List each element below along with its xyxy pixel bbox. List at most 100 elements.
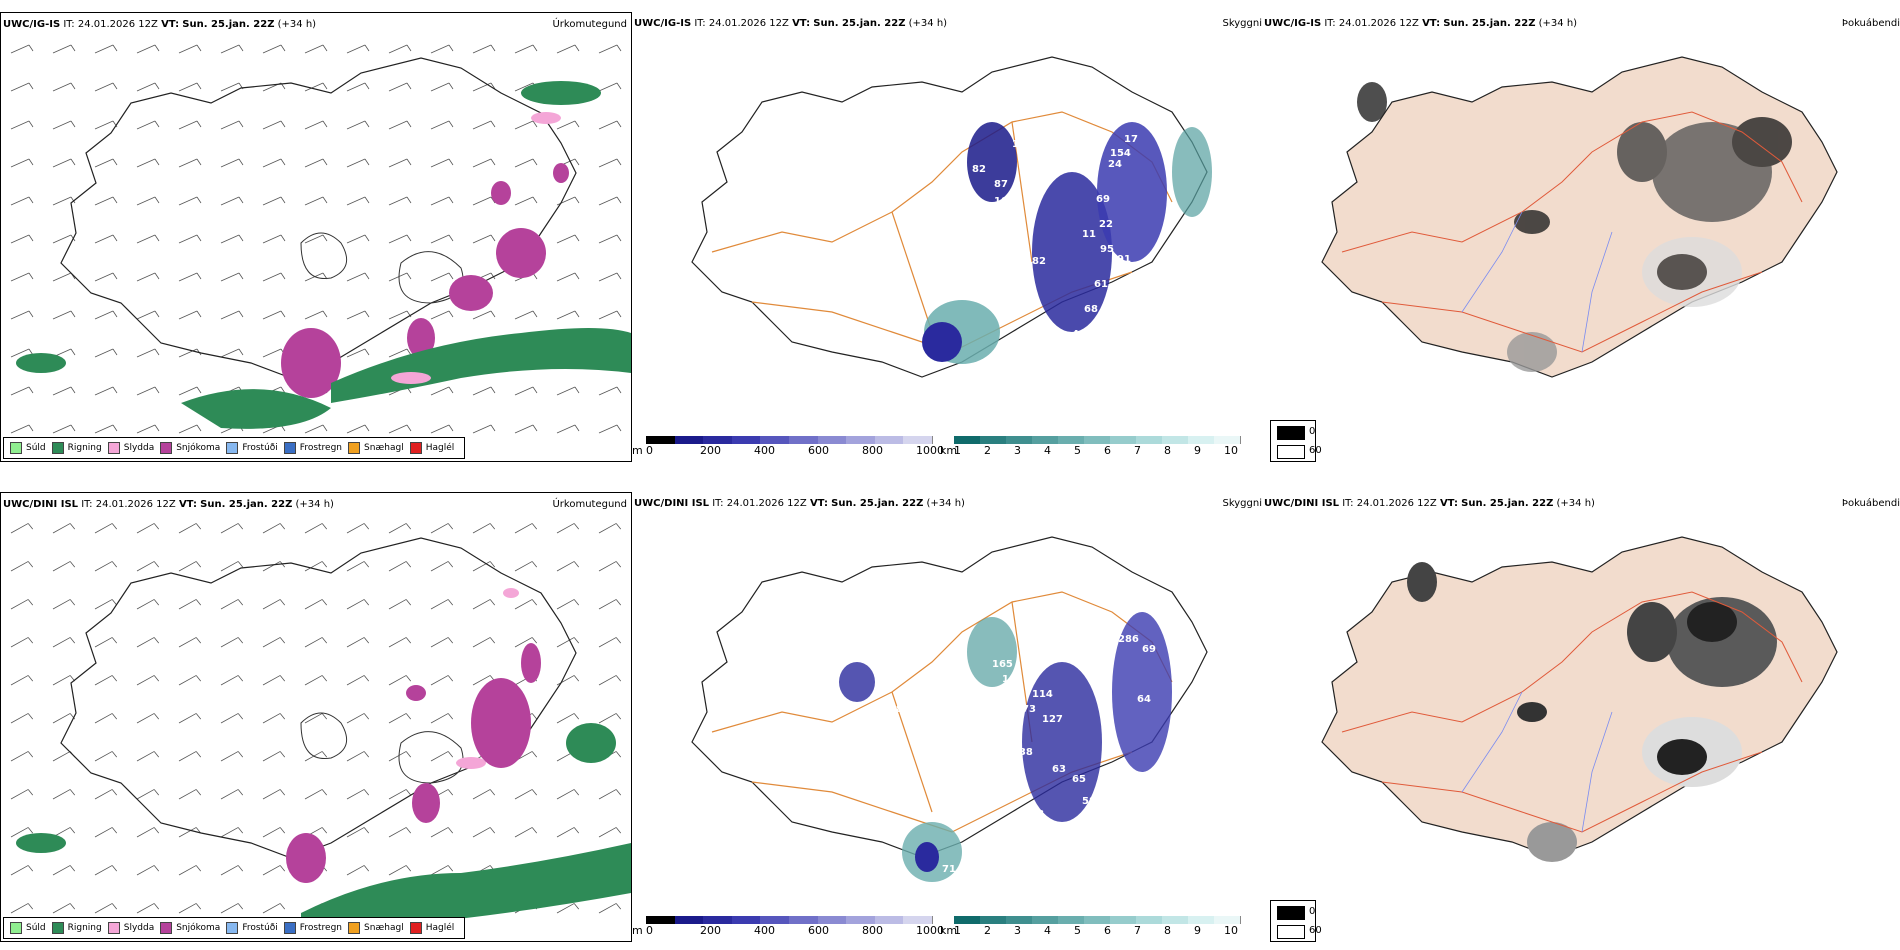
colorbar-segment [1136,436,1163,444]
visibility-value-label: 128 [1074,134,1095,145]
colorbar-segment [760,916,790,924]
rain-areas [16,723,631,926]
wind-barb [388,348,412,358]
wind-barb [220,561,244,572]
colorbar-tick: 5 [1074,924,1081,937]
visibility-value-label: 88 [967,884,981,895]
wind-barb [388,234,412,244]
legend-swatch [226,442,239,454]
colorbar-segment [846,436,876,444]
fog-fields [1407,562,1777,862]
wind-barb [178,386,202,396]
wind-barb [346,158,370,168]
colorbar-tick: 0 [646,924,653,937]
legend-label: Rigning [67,443,102,453]
wind-barb [10,196,34,206]
wind-barb [346,523,370,534]
legend-label: Súld [26,443,46,453]
wind-barb [52,561,76,572]
wind-barb [94,310,118,320]
colorbar-segment [1058,436,1085,444]
legend-swatch [283,442,296,454]
wind-barb [52,196,76,206]
legend-label: Slydda [123,443,155,453]
wind-barb [346,234,370,244]
wind-barb [10,599,34,610]
wind-barb [178,789,202,800]
wind-barb [220,120,244,130]
colorbar-segment [1188,436,1215,444]
visibility-colorbar: km 1 2 3 4 5 6 7 8 9 10 [940,436,1241,457]
visibility-value-label: 95 [1100,244,1114,255]
colorbar-segment [1162,436,1189,444]
height-colorbar: m 0 200 400 600 800 1000 [632,916,944,937]
wind-barb [262,865,286,876]
wind-barb [10,386,34,396]
legend-item: Rigning [51,922,102,934]
wind-barb [472,827,496,838]
wind-barb [304,561,328,572]
wind-barb [598,386,622,396]
wind-barb [178,196,202,206]
wind-barb [220,272,244,282]
legend-swatch [348,922,361,934]
wind-barb [94,272,118,282]
wind-barb [10,675,34,686]
iceland-outline [60,57,577,379]
rain-areas [16,81,631,429]
wind-barb [598,523,622,534]
wind-barb [94,751,118,762]
colorbar-segment [703,436,733,444]
visibility-value-label: 11 [1082,229,1096,240]
legend-item: Súld [10,922,46,934]
wind-barb [556,272,580,282]
panel-title: Úrkomutegund [552,19,627,30]
wind-barb [472,424,496,434]
legend-label: Rigning [67,923,102,933]
wind-barb [262,44,286,54]
wind-barb [136,903,160,914]
legend-label: Frostregn [299,923,343,933]
wind-barb [178,865,202,876]
wind-barb [304,789,328,800]
wind-barb [556,637,580,648]
visibility-value-label: 78 [1030,809,1044,820]
wind-barb [10,827,34,838]
wind-barb [262,196,286,206]
wind-barb [136,865,160,876]
visibility-value-label: 186 [962,854,983,865]
wind-barb [10,424,34,434]
precip-map [10,523,631,926]
wind-barb [346,424,370,434]
wind-barb [94,120,118,130]
wind-barb [472,637,496,648]
wind-barb [472,234,496,244]
visibility-fields [922,122,1212,364]
fog-fields [1357,82,1792,372]
wind-barb [220,827,244,838]
colorbar-segment [874,436,905,444]
wind-barb [304,310,328,320]
wind-barb [556,44,580,54]
wind-barb [556,713,580,724]
wind-barb [178,675,202,686]
glacier-outline [300,712,348,760]
legend-swatch [226,922,239,934]
wind-barb [178,120,202,130]
colorbar-tick: 200 [700,444,721,457]
wind-barb [52,120,76,130]
wind-barb [136,234,160,244]
wind-barb [52,865,76,876]
wind-barb [514,44,538,54]
wind-barb [10,903,34,914]
colorbar-segment [1136,916,1163,924]
wind-barb [10,713,34,724]
colorbar-segment [903,916,933,924]
wind-barb [346,310,370,320]
visibility-value-label: 118 [882,704,903,715]
wind-barb [178,523,202,534]
wind-barb [388,637,412,648]
wind-barb [430,599,454,610]
colorbar-segment [1162,916,1189,924]
legend-label: Snæhagl [364,923,404,933]
